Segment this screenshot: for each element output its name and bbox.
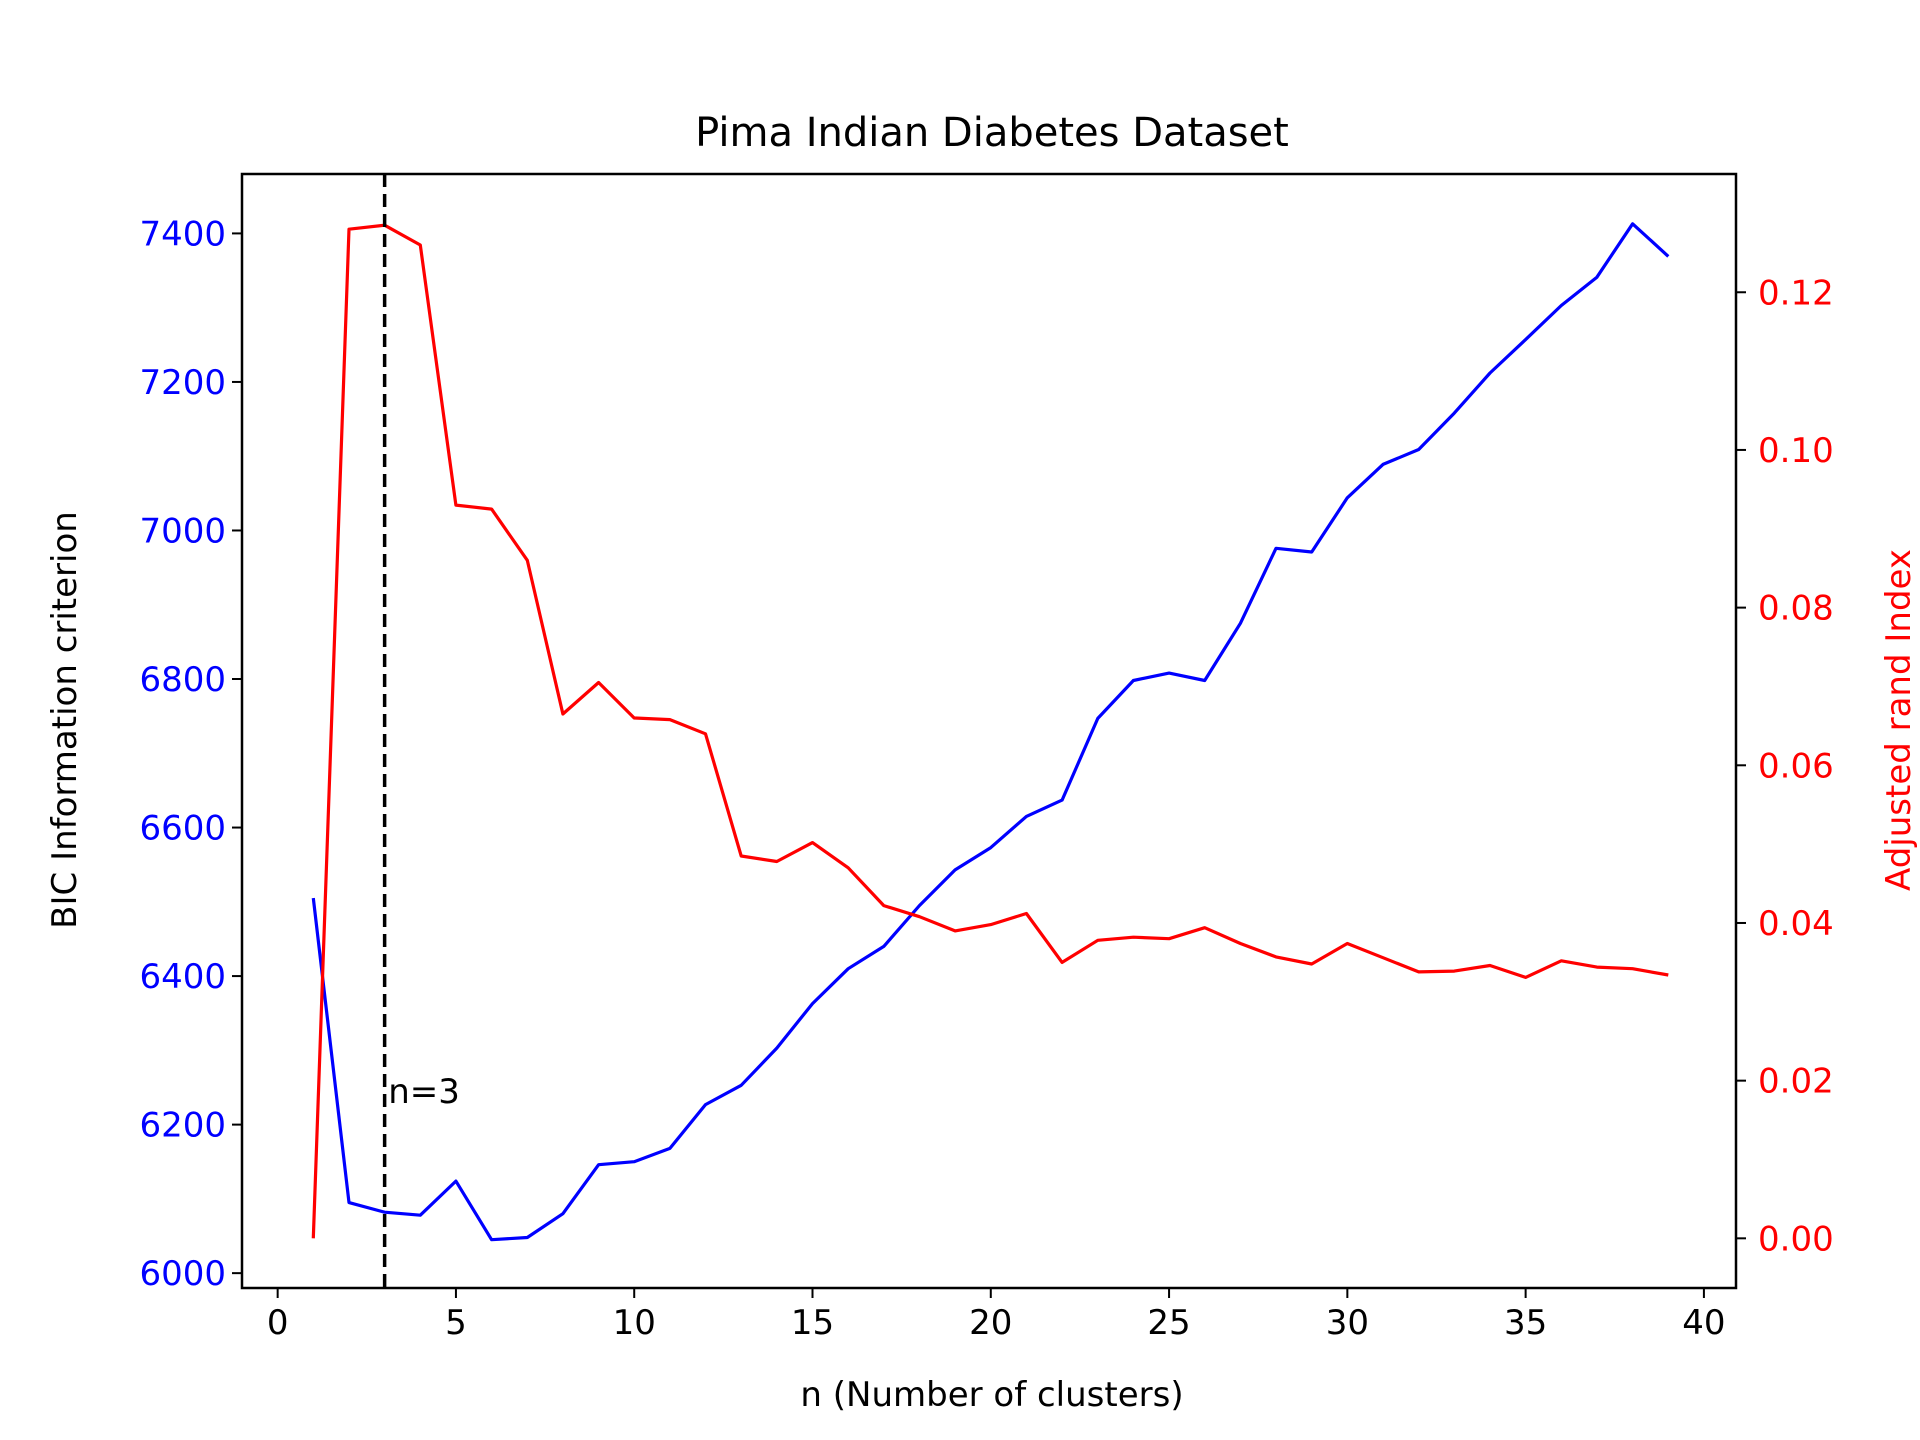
x-tick-label: 35 — [1504, 1303, 1547, 1343]
ari-series-line — [311, 223, 1669, 1239]
y-right-tick-label: 0.02 — [1758, 1062, 1834, 1102]
y-left-tick-label: 6000 — [139, 1254, 226, 1294]
plot-frame — [240, 172, 1738, 1290]
y-left-tick-label: 6200 — [139, 1106, 226, 1146]
chart-title: Pima Indian Diabetes Dataset — [695, 110, 1289, 156]
x-tick-label: 30 — [1326, 1303, 1369, 1343]
y-right-tick-label: 0.04 — [1758, 904, 1834, 944]
x-tick-label: 25 — [1147, 1303, 1190, 1343]
y-right-tick-label: 0.10 — [1758, 431, 1834, 471]
y-left-tick-label: 6400 — [139, 957, 226, 997]
x-tick-label: 20 — [969, 1303, 1012, 1343]
y-left-tick-label: 6600 — [139, 809, 226, 849]
annotation-label: n=3 — [388, 1072, 460, 1112]
x-tick-label: 15 — [791, 1303, 834, 1343]
x-tick-label: 0 — [267, 1303, 289, 1343]
y-right-tick-label: 0.08 — [1758, 589, 1834, 629]
y-right-tick-label: 0.00 — [1758, 1219, 1834, 1259]
y-left-tick-label: 7000 — [139, 511, 226, 551]
x-axis-label: n (Number of clusters) — [800, 1375, 1183, 1415]
y-axis-label-left: BIC Information criterion — [45, 511, 85, 929]
y-axis-label-right: Adjusted rand Index — [1879, 549, 1919, 891]
plot-area: 0 5 10 15 20 25 30 35 40 6000 6200 6400 6600 6800 7000… — [139, 174, 1834, 1343]
bic-series-line — [311, 222, 1670, 1242]
y-left-tick-label: 7400 — [139, 214, 226, 254]
x-tick-label: 40 — [1682, 1303, 1725, 1343]
y-left-tick-label: 7200 — [139, 363, 226, 403]
y-right-tick-label: 0.06 — [1758, 746, 1834, 786]
x-tick-label: 5 — [445, 1303, 467, 1343]
y-left-tick-label: 6800 — [139, 660, 226, 700]
y-right-tick-label: 0.12 — [1758, 273, 1834, 313]
x-tick-label: 10 — [613, 1303, 656, 1343]
